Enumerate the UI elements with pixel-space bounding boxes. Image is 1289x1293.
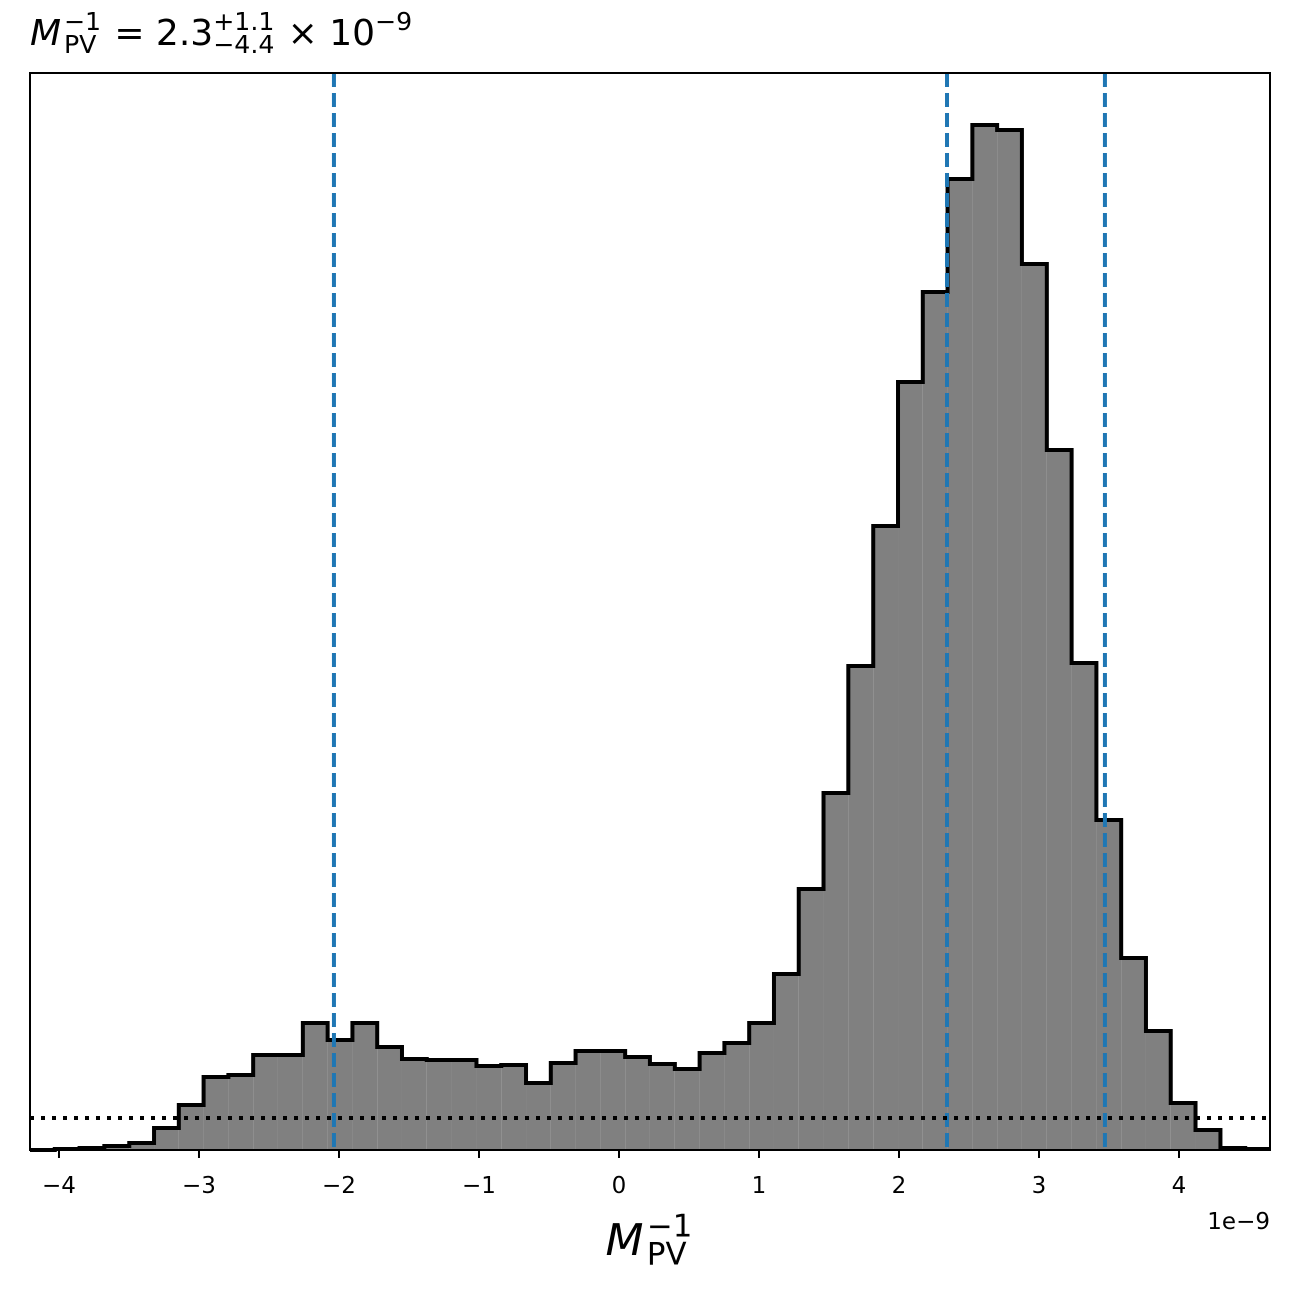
x-tick-label: 3 <box>1032 1173 1047 1199</box>
superscript: +1.1 <box>213 7 274 36</box>
histogram-bar <box>997 130 1022 1150</box>
x-tick-label: 0 <box>612 1173 627 1199</box>
x-tick-label: −2 <box>322 1173 356 1199</box>
histogram-bar <box>922 292 948 1150</box>
histogram-bar <box>1170 1103 1196 1150</box>
histogram-bar <box>129 1143 155 1150</box>
histogram-bar <box>154 1128 179 1150</box>
math-text: M −1PV = 2.3 +1.1−4.4 × 10 −9 <box>30 7 412 59</box>
x-tick-label: −1 <box>462 1173 496 1199</box>
histogram-bar <box>873 526 899 1150</box>
histogram-bar <box>699 1053 725 1150</box>
x-tick-label: 2 <box>892 1173 907 1199</box>
histogram-bar <box>228 1075 254 1150</box>
subscript: −4.4 <box>213 30 274 59</box>
histogram-bar <box>253 1055 278 1150</box>
histogram-bar <box>1195 1130 1221 1150</box>
histogram-bar <box>203 1077 229 1150</box>
histogram-bar <box>625 1057 650 1150</box>
histogram-bar <box>972 125 998 1150</box>
histogram-bar <box>600 1051 626 1150</box>
histogram-bar <box>277 1055 303 1150</box>
histogram-bar <box>1021 264 1047 1150</box>
histogram-bar <box>823 793 849 1150</box>
x-tick-label: −4 <box>42 1173 76 1199</box>
math-symbol: M <box>605 1215 643 1266</box>
x-tick-label: −3 <box>182 1173 216 1199</box>
math-text-part: = 2.3 <box>103 13 213 54</box>
superscript: −9 <box>375 7 412 36</box>
math-text: M −1PV <box>605 1209 692 1273</box>
math-text-part: × 10 <box>276 13 375 54</box>
histogram-bar <box>649 1064 675 1150</box>
histogram-bar <box>848 666 874 1150</box>
histogram-bar <box>327 1040 353 1150</box>
histogram-bar <box>1096 820 1122 1150</box>
offset-text: 1e−9 <box>1207 1209 1270 1235</box>
histogram-bar <box>724 1043 750 1150</box>
histogram-bar <box>501 1065 527 1150</box>
histogram-bar <box>377 1047 402 1150</box>
histogram-bar <box>1145 1031 1171 1150</box>
histogram-bar <box>476 1066 502 1150</box>
histogram-bar <box>302 1023 328 1150</box>
histogram-bar <box>773 974 799 1150</box>
histogram-bar <box>401 1059 427 1150</box>
histogram-bar <box>178 1105 204 1150</box>
subscript: PV <box>647 1237 687 1273</box>
histogram-bar <box>674 1069 700 1150</box>
histogram-bar <box>898 382 923 1150</box>
histogram-bar <box>426 1060 452 1150</box>
histogram-bar <box>1071 663 1097 1150</box>
x-tick-label: 1 <box>752 1173 767 1199</box>
subscript: PV <box>64 30 97 59</box>
histogram-bar <box>947 179 973 1150</box>
histogram-bar <box>798 889 824 1150</box>
histogram-bar <box>749 1023 774 1150</box>
superscript: −1 <box>647 1209 692 1245</box>
histogram-bar <box>575 1051 601 1150</box>
histogram-bar <box>352 1023 378 1150</box>
math-symbol: M <box>30 13 61 54</box>
histogram-bar <box>1046 450 1072 1150</box>
histogram-bar <box>1121 958 1146 1150</box>
x-tick-label: 4 <box>1172 1173 1187 1199</box>
histogram-outline <box>30 123 1270 1152</box>
superscript: −1 <box>64 7 101 36</box>
plot-frame <box>29 72 1271 1151</box>
histogram-bar <box>550 1063 576 1150</box>
histogram-bar <box>451 1060 477 1150</box>
